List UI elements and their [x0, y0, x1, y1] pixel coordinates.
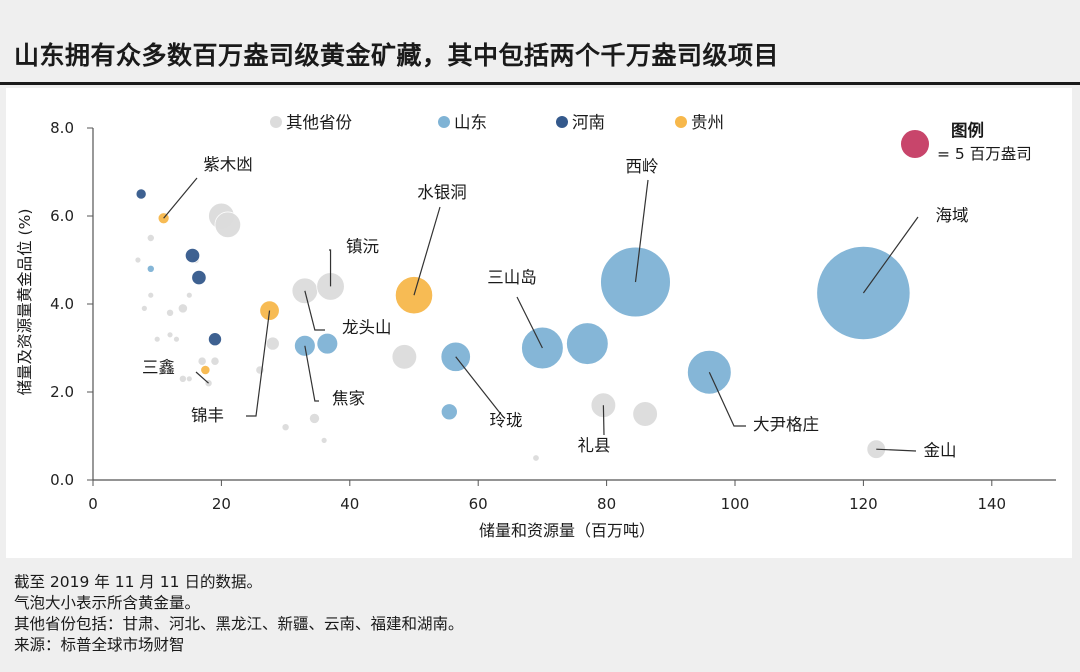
leader-lines [163, 177, 919, 452]
bubble-其他省份-1 [214, 211, 242, 239]
annotation-label: 镇沅 [346, 237, 379, 256]
bubble-贵州-3 [200, 364, 211, 376]
x-tick-label: 120 [849, 495, 878, 513]
x-tick-label: 140 [977, 495, 1006, 513]
legend-marker [556, 116, 568, 128]
y-tick-label: 4.0 [50, 295, 74, 313]
y-tick-label: 2.0 [50, 383, 74, 401]
bubble-山东-3 [440, 341, 471, 372]
y-tick-label: 8.0 [50, 119, 74, 137]
annotation-label: 紫木凼 [203, 155, 253, 174]
leader-line [163, 177, 198, 219]
bubble-其他省份-6 [185, 291, 193, 299]
bubble-其他省份-10 [166, 331, 174, 339]
bubble-其他省份-12 [173, 335, 180, 343]
chart-title: 山东拥有众多数百万盎司级黄金矿藏，其中包括两个千万盎司级项目 [14, 41, 780, 70]
bubble-其他省份-26 [532, 454, 540, 462]
legend-label: 其他省份 [286, 113, 353, 132]
bubble-山东-0 [146, 264, 155, 273]
x-tick-label: 0 [88, 495, 98, 513]
x-tick-label: 20 [212, 495, 231, 513]
y-tick-label: 6.0 [50, 207, 74, 225]
legend-marker [270, 116, 282, 128]
legend-label: 贵州 [691, 113, 724, 132]
annotation-label: 水银洞 [417, 183, 467, 202]
annotation-label: 海域 [936, 206, 969, 225]
annotation-label: 焦家 [332, 389, 365, 408]
leader-line [304, 290, 325, 331]
annotation-label: 龙头山 [342, 318, 392, 337]
footnote-source: 来源：标普全球市场财智 [14, 636, 185, 654]
axes: 0 20 40 60 80 100 120 140 0.0 2.0 4.0 6.0 8.0 [50, 119, 1056, 513]
leader-line [455, 356, 501, 414]
bubble-其他省份-3 [134, 256, 142, 264]
bubble-其他省份-9 [140, 304, 148, 312]
annotation-label: 锦丰 [191, 406, 224, 425]
title-rule [0, 82, 1080, 85]
leader-line [862, 216, 919, 294]
x-tick-label: 80 [597, 495, 616, 513]
footnote-date: 截至 2019 年 11 月 11 日的数据。 [14, 573, 262, 591]
bubble-其他省份-18 [210, 356, 220, 366]
bubble-其他省份-5 [147, 291, 155, 299]
annotation-label: 西岭 [626, 157, 659, 176]
size-legend-title: 图例 [951, 120, 984, 140]
size-legend-label: = 5 百万盎司 [937, 145, 1032, 163]
bubble-河南-2 [191, 269, 207, 286]
bubble-其他省份-24 [281, 423, 290, 432]
legend-label: 河南 [572, 113, 605, 132]
bubble-山东-4 [440, 403, 458, 421]
bubble-河南-3 [207, 332, 222, 347]
legend-label: 山东 [454, 113, 487, 132]
annotation-label: 礼县 [578, 436, 611, 455]
bubble-其他省份-8 [166, 308, 175, 317]
y-axis-label: 储量及资源量黄金品位 (%) [16, 209, 34, 396]
x-tick-label: 100 [721, 495, 750, 513]
leader-line [708, 371, 746, 427]
x-tick-label: 60 [469, 495, 488, 513]
annotation-label: 大尹格庄 [753, 415, 819, 434]
leader-line [195, 371, 209, 384]
bubble-其他省份-13 [265, 336, 280, 351]
annotation-label: 三山岛 [487, 268, 537, 287]
x-tick-label: 40 [340, 495, 359, 513]
legend: 其他省份 山东 河南 贵州 图例 = 5 百万盎司 [270, 113, 1032, 163]
footnote-bubble-size: 气泡大小表示所含黄金量。 [14, 594, 201, 612]
footnote-other-provinces: 其他省份包括：甘肃、河北、黑龙江、新疆、云南、福建和湖南。 [14, 615, 464, 633]
footnotes: 截至 2019 年 11 月 11 日的数据。 气泡大小表示所含黄金量。 其他省… [14, 572, 464, 656]
size-legend-bubble [900, 129, 930, 159]
bubble-河南-1 [184, 247, 201, 264]
leader-line [304, 345, 319, 402]
annotation-label: 三鑫 [142, 358, 175, 377]
leader-line [246, 310, 271, 417]
annotation-label: 玲珑 [490, 411, 523, 430]
leader-line [329, 249, 332, 287]
legend-marker [438, 116, 450, 128]
bubble-其他省份-11 [153, 335, 161, 343]
leader-line [602, 405, 605, 436]
bubble-其他省份-25 [320, 436, 328, 444]
bubble-山东-2 [316, 332, 339, 355]
leader-line [516, 296, 543, 349]
bubble-chart: 0 20 40 60 80 100 120 140 0.0 2.0 4.0 6.0 8.0 紫木凼水银洞… [16, 113, 1056, 540]
leader-line [413, 206, 441, 296]
bubble-山东-6 [566, 322, 609, 365]
bubble-其他省份-19 [178, 374, 187, 383]
bubble-其他省份-28 [632, 401, 658, 427]
y-tick-label: 0.0 [50, 471, 74, 489]
x-axis-label: 储量和资源量（百万吨） [479, 521, 655, 540]
legend-marker [675, 116, 687, 128]
annotation-label: 金山 [924, 441, 957, 460]
leader-line [634, 179, 649, 283]
bubble-其他省份-2 [146, 233, 155, 243]
bubble-其他省份-17 [197, 356, 207, 366]
bubble-其他省份-7 [177, 303, 188, 314]
bubble-河南-0 [135, 188, 147, 200]
bubble-其他省份-20 [185, 375, 193, 383]
bubble-其他省份-16 [391, 344, 418, 370]
bubble-其他省份-23 [308, 412, 321, 424]
leader-line [876, 448, 917, 452]
